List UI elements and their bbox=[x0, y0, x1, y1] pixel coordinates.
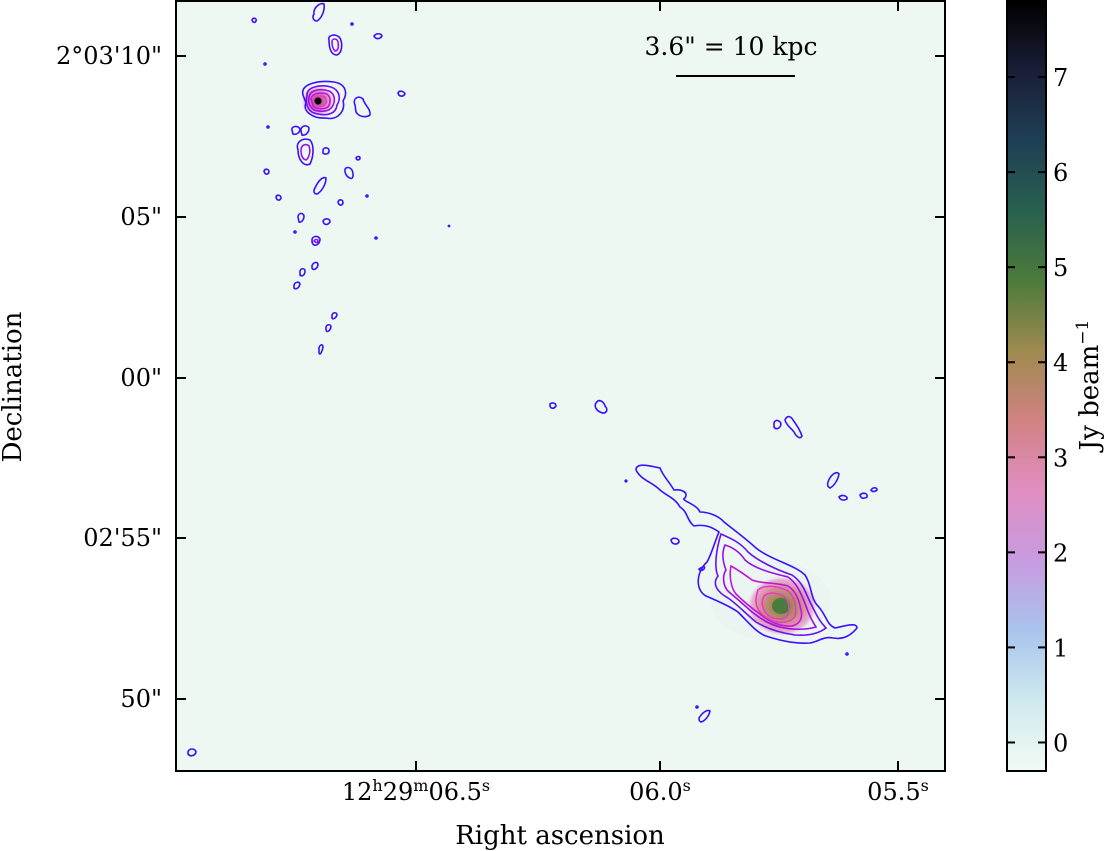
northern-core-peak bbox=[314, 97, 322, 105]
colorbar-tick-label-6: 6 bbox=[1053, 159, 1068, 187]
colorbar-tick-label-3: 3 bbox=[1053, 444, 1068, 472]
x-tick-1-sup1: s bbox=[683, 776, 691, 795]
image-background bbox=[176, 1, 945, 771]
colorbar-tick-label-5: 5 bbox=[1053, 254, 1068, 282]
x-tick-2-main: 05.5 bbox=[867, 778, 920, 806]
scale-bar-label: 3.6" = 10 kpc bbox=[644, 32, 817, 61]
x-tick-label-0: 12h29m06.5s bbox=[342, 776, 490, 806]
plot-frame bbox=[175, 0, 946, 772]
southern-lobe-peak bbox=[772, 598, 790, 614]
colorbar-tick-label-7: 7 bbox=[1053, 64, 1068, 92]
y-tick-label-3: 02'55" bbox=[83, 524, 162, 552]
colorbar-label: Jy beam−1 bbox=[1073, 320, 1105, 454]
colorbar-tick-label-1: 1 bbox=[1053, 634, 1068, 662]
colorbar-ticks: 0 1 2 3 4 5 6 7 bbox=[1007, 64, 1068, 757]
y-tick-label-4: 50" bbox=[120, 685, 162, 713]
image-content bbox=[187, 2, 878, 757]
southern-contours bbox=[187, 224, 878, 757]
x-tick-2-sup1: s bbox=[921, 776, 929, 795]
x-tick-1-main: 06.0 bbox=[629, 778, 682, 806]
x-tick-0-sup1: h bbox=[372, 776, 382, 795]
x-tick-0-sup3: s bbox=[482, 776, 490, 795]
x-tick-0-tail: 06.5 bbox=[428, 778, 481, 806]
colorbar-tick-label-4: 4 bbox=[1053, 349, 1068, 377]
colorbar bbox=[1006, 0, 1047, 772]
x-tick-label-1: 06.0s bbox=[629, 776, 691, 806]
y-axis-ticks bbox=[176, 55, 945, 700]
x-axis-title: Right ascension bbox=[455, 821, 665, 851]
x-tick-0-mid: 29 bbox=[383, 778, 414, 806]
colorbar-tick-label-2: 2 bbox=[1053, 539, 1068, 567]
y-tick-label-1: 05" bbox=[120, 203, 162, 231]
northern-contours bbox=[251, 2, 406, 355]
x-tick-0-sup2: m bbox=[413, 776, 428, 795]
x-axis-ticks bbox=[415, 1, 899, 771]
x-tick-label-2: 05.5s bbox=[867, 776, 929, 806]
y-axis-title: Declination bbox=[0, 311, 28, 462]
colorbar-label-exponent: −1 bbox=[1073, 320, 1093, 345]
y-tick-label-2: 00" bbox=[120, 364, 162, 392]
colorbar-label-text: Jy beam bbox=[1075, 345, 1105, 454]
y-tick-label-0: 2°03'10" bbox=[56, 42, 162, 70]
x-tick-0-main: 12 bbox=[342, 778, 373, 806]
colorbar-tick-label-0: 0 bbox=[1053, 729, 1068, 757]
